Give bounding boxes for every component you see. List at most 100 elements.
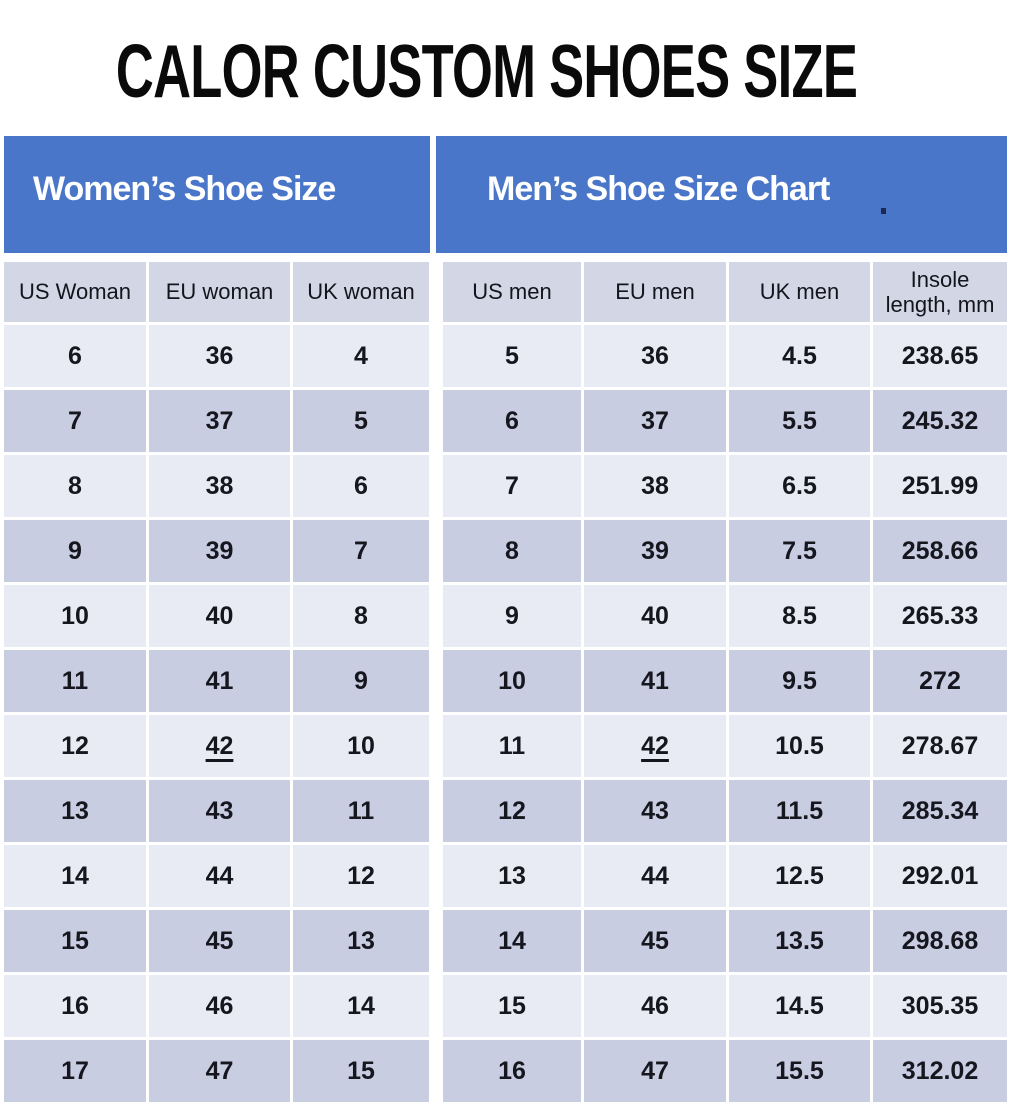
table-cell: 39 xyxy=(584,520,726,582)
table-cell: 7 xyxy=(443,455,581,517)
table-cell-underlined: 42 xyxy=(149,715,290,777)
table-cell: 11 xyxy=(293,780,429,842)
page-header: CALOR CUSTOM SHOES SIZE xyxy=(0,0,1010,136)
womens-grid: US Woman EU woman UK woman 6 36 4 7 37 5… xyxy=(4,262,429,1102)
table-cell: 305.35 xyxy=(873,975,1007,1037)
womens-size-table: Women’s Shoe Size US Woman EU woman UK w… xyxy=(4,136,430,1102)
table-cell: 40 xyxy=(149,585,290,647)
table-cell: 251.99 xyxy=(873,455,1007,517)
table-cell: 45 xyxy=(584,910,726,972)
table-cell: 15 xyxy=(443,975,581,1037)
table-cell: 6 xyxy=(443,390,581,452)
table-cell: 13.5 xyxy=(729,910,870,972)
table-cell: 4.5 xyxy=(729,325,870,387)
table-cell: 39 xyxy=(149,520,290,582)
table-cell: 13 xyxy=(4,780,146,842)
table-cell: 15 xyxy=(293,1040,429,1102)
column-header-us-woman: US Woman xyxy=(4,262,146,322)
table-cell: 12 xyxy=(4,715,146,777)
table-cell: 7 xyxy=(293,520,429,582)
table-cell: 285.34 xyxy=(873,780,1007,842)
column-header-uk-woman: UK woman xyxy=(293,262,429,322)
speck-artifact xyxy=(881,208,886,214)
table-cell: 37 xyxy=(149,390,290,452)
table-cell: 278.67 xyxy=(873,715,1007,777)
table-cell: 6 xyxy=(293,455,429,517)
table-cell: 8 xyxy=(293,585,429,647)
mens-grid: US men EU men UK men Insole length, mm 5… xyxy=(443,262,1007,1102)
table-cell: 7 xyxy=(4,390,146,452)
table-cell: 15.5 xyxy=(729,1040,870,1102)
table-cell: 14 xyxy=(4,845,146,907)
table-cell: 298.68 xyxy=(873,910,1007,972)
table-cell: 12 xyxy=(443,780,581,842)
mens-banner: Men’s Shoe Size Chart xyxy=(436,136,1007,253)
column-header-insole-length: Insole length, mm xyxy=(873,262,1007,322)
table-cell: 36 xyxy=(149,325,290,387)
table-cell: 12 xyxy=(293,845,429,907)
table-cell: 44 xyxy=(584,845,726,907)
column-header-eu-men: EU men xyxy=(584,262,726,322)
table-cell: 8 xyxy=(4,455,146,517)
table-cell: 44 xyxy=(149,845,290,907)
table-cell: 292.01 xyxy=(873,845,1007,907)
womens-banner: Women’s Shoe Size xyxy=(4,136,430,253)
table-cell: 7.5 xyxy=(729,520,870,582)
table-cell: 43 xyxy=(149,780,290,842)
table-cell: 4 xyxy=(293,325,429,387)
table-cell: 8.5 xyxy=(729,585,870,647)
table-cell: 43 xyxy=(584,780,726,842)
table-cell: 40 xyxy=(584,585,726,647)
table-cell: 16 xyxy=(4,975,146,1037)
table-cell: 13 xyxy=(443,845,581,907)
table-cell: 46 xyxy=(149,975,290,1037)
table-cell: 38 xyxy=(584,455,726,517)
table-cell: 14 xyxy=(443,910,581,972)
table-cell: 41 xyxy=(584,650,726,712)
table-cell: 11.5 xyxy=(729,780,870,842)
column-header-eu-woman: EU woman xyxy=(149,262,290,322)
table-cell: 11 xyxy=(443,715,581,777)
table-cell: 17 xyxy=(4,1040,146,1102)
table-cell: 14.5 xyxy=(729,975,870,1037)
table-cell: 36 xyxy=(584,325,726,387)
table-cell: 10 xyxy=(293,715,429,777)
table-cell: 15 xyxy=(4,910,146,972)
mens-banner-title: Men’s Shoe Size Chart xyxy=(487,170,830,208)
table-cell: 238.65 xyxy=(873,325,1007,387)
table-cell: 312.02 xyxy=(873,1040,1007,1102)
column-header-uk-men: UK men xyxy=(729,262,870,322)
table-cell: 272 xyxy=(873,650,1007,712)
size-charts: Women’s Shoe Size US Woman EU woman UK w… xyxy=(0,136,1010,1102)
table-cell: 8 xyxy=(443,520,581,582)
table-cell: 14 xyxy=(293,975,429,1037)
table-cell: 9 xyxy=(293,650,429,712)
table-cell: 47 xyxy=(584,1040,726,1102)
table-cell: 38 xyxy=(149,455,290,517)
table-cell: 45 xyxy=(149,910,290,972)
table-cell: 47 xyxy=(149,1040,290,1102)
table-cell: 10 xyxy=(4,585,146,647)
table-cell: 37 xyxy=(584,390,726,452)
table-cell: 6.5 xyxy=(729,455,870,517)
table-cell: 16 xyxy=(443,1040,581,1102)
table-cell: 9 xyxy=(443,585,581,647)
table-cell: 10 xyxy=(443,650,581,712)
table-cell: 6 xyxy=(4,325,146,387)
table-cell: 41 xyxy=(149,650,290,712)
table-cell: 11 xyxy=(4,650,146,712)
womens-banner-title: Women’s Shoe Size xyxy=(33,170,336,208)
table-cell: 5.5 xyxy=(729,390,870,452)
page-title: CALOR CUSTOM SHOES SIZE xyxy=(116,29,858,113)
table-cell: 245.32 xyxy=(873,390,1007,452)
column-header-us-men: US men xyxy=(443,262,581,322)
table-cell: 258.66 xyxy=(873,520,1007,582)
table-cell-underlined: 42 xyxy=(584,715,726,777)
table-divider xyxy=(429,136,443,1102)
table-cell: 46 xyxy=(584,975,726,1037)
mens-size-table: Men’s Shoe Size Chart US men EU men UK m… xyxy=(436,136,1007,1102)
table-cell: 9.5 xyxy=(729,650,870,712)
table-cell: 12.5 xyxy=(729,845,870,907)
table-cell: 265.33 xyxy=(873,585,1007,647)
table-cell: 10.5 xyxy=(729,715,870,777)
